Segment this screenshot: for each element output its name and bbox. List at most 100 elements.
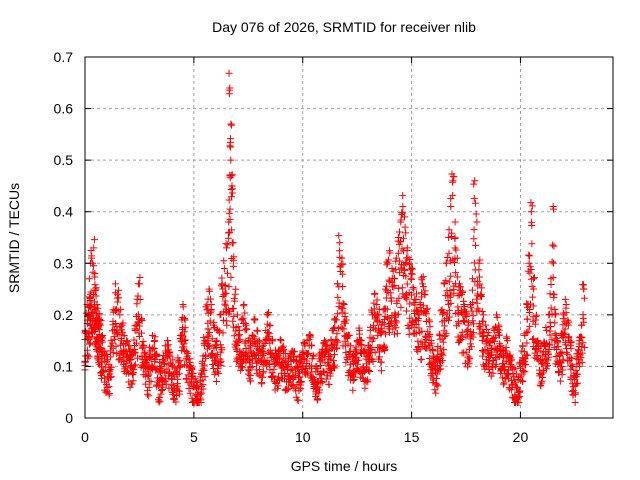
data-point xyxy=(112,342,120,350)
data-point xyxy=(319,367,327,375)
data-point xyxy=(407,275,415,283)
data-point xyxy=(313,365,321,373)
data-point xyxy=(160,359,168,367)
data-point xyxy=(309,351,317,359)
data-point xyxy=(508,380,516,388)
data-point xyxy=(223,321,231,329)
data-point xyxy=(265,359,273,367)
data-point xyxy=(479,317,487,325)
data-point xyxy=(476,280,484,288)
data-point xyxy=(291,348,299,356)
data-point xyxy=(265,330,273,338)
data-point xyxy=(492,360,500,368)
data-point xyxy=(129,377,137,385)
data-point xyxy=(489,369,497,377)
data-point xyxy=(455,320,463,328)
data-point xyxy=(500,354,508,362)
data-point xyxy=(422,336,430,344)
data-point xyxy=(123,359,131,367)
data-point xyxy=(331,315,339,323)
data-point xyxy=(530,275,538,283)
data-point xyxy=(354,360,362,368)
data-point xyxy=(218,280,226,288)
data-point xyxy=(267,349,275,357)
data-point xyxy=(145,392,153,400)
data-point xyxy=(450,258,458,266)
data-point xyxy=(195,399,203,407)
data-point xyxy=(486,357,494,365)
data-point xyxy=(251,315,259,323)
data-point xyxy=(525,252,533,260)
data-point xyxy=(368,355,376,363)
data-point xyxy=(136,296,144,304)
data-point xyxy=(395,294,403,302)
data-point xyxy=(542,323,550,331)
data-point xyxy=(156,359,164,367)
y-tick-label: 0.3 xyxy=(54,255,74,271)
data-point xyxy=(571,399,579,407)
data-point xyxy=(126,356,134,364)
data-point xyxy=(155,398,163,406)
data-point xyxy=(442,332,450,340)
data-point xyxy=(303,350,311,358)
data-point xyxy=(333,310,341,318)
data-point xyxy=(558,362,566,370)
data-point xyxy=(158,387,166,395)
data-point xyxy=(343,334,351,342)
data-point xyxy=(263,328,271,336)
data-point xyxy=(276,336,284,344)
data-point xyxy=(551,319,559,327)
data-point xyxy=(397,303,405,311)
data-point xyxy=(423,304,431,312)
data-point xyxy=(337,260,345,268)
data-point xyxy=(399,203,407,211)
data-point xyxy=(554,338,562,346)
data-point xyxy=(170,394,178,402)
data-point xyxy=(185,355,193,363)
data-point xyxy=(169,391,177,399)
data-point xyxy=(342,358,350,366)
data-point xyxy=(482,321,490,329)
data-point xyxy=(543,326,551,334)
data-point xyxy=(394,249,402,257)
data-point xyxy=(465,318,473,326)
data-point xyxy=(217,361,225,369)
data-point xyxy=(401,259,409,267)
data-point xyxy=(390,281,398,289)
data-point xyxy=(136,322,144,330)
data-point xyxy=(408,275,416,283)
data-point xyxy=(342,316,350,324)
y-axis-label: SRMTID / TECUs xyxy=(6,183,22,293)
data-point xyxy=(495,323,503,331)
data-point xyxy=(218,344,226,352)
data-point xyxy=(222,317,230,325)
data-point xyxy=(478,328,486,336)
data-point xyxy=(290,353,298,361)
data-point xyxy=(556,349,564,357)
data-point xyxy=(552,310,560,318)
data-point xyxy=(412,295,420,303)
data-point xyxy=(408,291,416,299)
data-point xyxy=(460,318,468,326)
data-point xyxy=(384,259,392,267)
data-point xyxy=(573,379,581,387)
data-point xyxy=(478,307,486,315)
data-point xyxy=(491,333,499,341)
data-point xyxy=(425,330,433,338)
data-point xyxy=(457,332,465,340)
data-point xyxy=(299,348,307,356)
data-point xyxy=(245,367,253,375)
data-point xyxy=(106,373,114,381)
data-point xyxy=(406,256,414,264)
data-point xyxy=(107,353,115,361)
data-point xyxy=(439,351,447,359)
data-point xyxy=(476,323,484,331)
data-point xyxy=(393,318,401,326)
data-point xyxy=(426,318,434,326)
data-point xyxy=(228,189,236,197)
data-point xyxy=(219,329,227,337)
data-point xyxy=(479,311,487,319)
data-point xyxy=(225,69,233,77)
data-point xyxy=(205,287,213,295)
